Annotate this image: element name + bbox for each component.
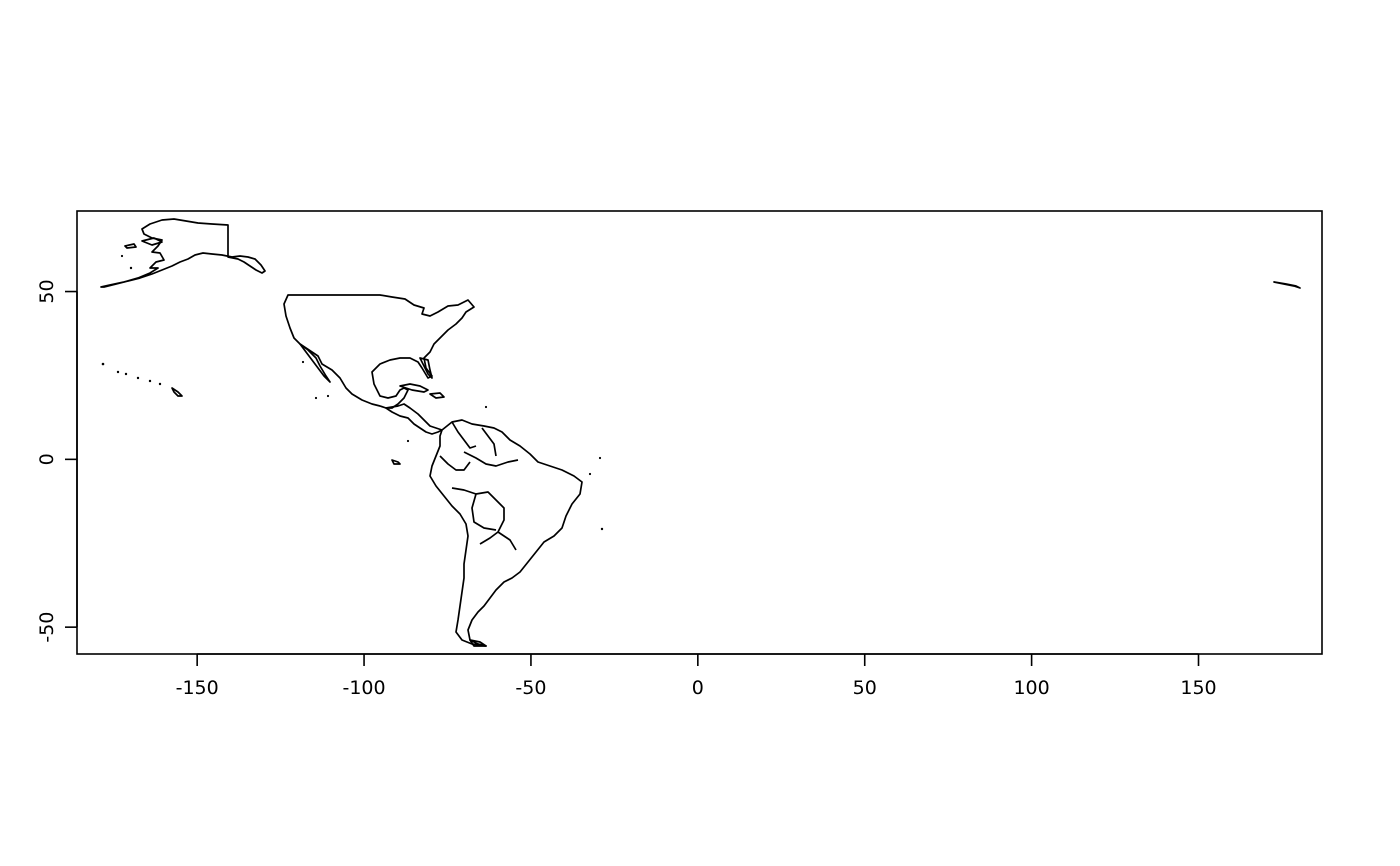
x-tick-label: 100 xyxy=(1013,677,1049,699)
island-dot xyxy=(148,379,152,383)
island-dot xyxy=(326,394,330,398)
island-dot xyxy=(314,396,318,400)
hawaii-outline xyxy=(171,387,183,397)
island-dot xyxy=(120,254,124,258)
country-outlines xyxy=(100,218,1301,647)
galapagos-outline xyxy=(391,459,401,465)
island-dot xyxy=(136,376,140,380)
florida-outline xyxy=(419,357,433,379)
south-america-outline xyxy=(429,419,583,647)
y-tick-label: 50 xyxy=(36,279,58,303)
island-dot xyxy=(101,362,105,366)
alaska-island-west xyxy=(124,243,137,249)
x-tick-label: -50 xyxy=(515,677,546,699)
plot-frame xyxy=(76,210,1323,655)
cuba-outline xyxy=(399,383,429,393)
island-dot xyxy=(406,439,410,443)
north-america-outline xyxy=(283,294,475,409)
hispaniola-outline xyxy=(429,392,445,399)
island-dot xyxy=(600,527,604,531)
island-dot xyxy=(301,360,305,364)
island-dot xyxy=(598,456,602,460)
tierra-del-fuego-outline xyxy=(469,639,487,647)
baja-california-outline xyxy=(299,343,331,383)
island-dot xyxy=(116,370,120,374)
island-dot xyxy=(124,372,128,376)
y-tick-label: 0 xyxy=(36,453,58,465)
x-axis: -150 -100 -50 0 50 100 150 xyxy=(176,653,1217,699)
central-america-outline xyxy=(385,403,443,435)
island-dot xyxy=(158,382,162,386)
aleutian-east-outline xyxy=(1273,281,1301,289)
alaska-island-kodiak xyxy=(141,237,163,246)
island-dot xyxy=(129,266,133,270)
x-tick-label: 150 xyxy=(1180,677,1216,699)
x-tick-label: 0 xyxy=(692,677,704,699)
small-islands xyxy=(101,254,604,531)
x-tick-label: -150 xyxy=(176,677,219,699)
island-dot xyxy=(484,405,488,409)
x-tick-label: 50 xyxy=(853,677,877,699)
south-america-internal-borders xyxy=(439,421,519,551)
island-dot xyxy=(588,472,592,476)
x-tick-label: -100 xyxy=(342,677,385,699)
y-axis: -50 0 50 xyxy=(36,279,78,643)
alaska-outline xyxy=(100,218,266,288)
y-tick-label: -50 xyxy=(36,612,58,643)
